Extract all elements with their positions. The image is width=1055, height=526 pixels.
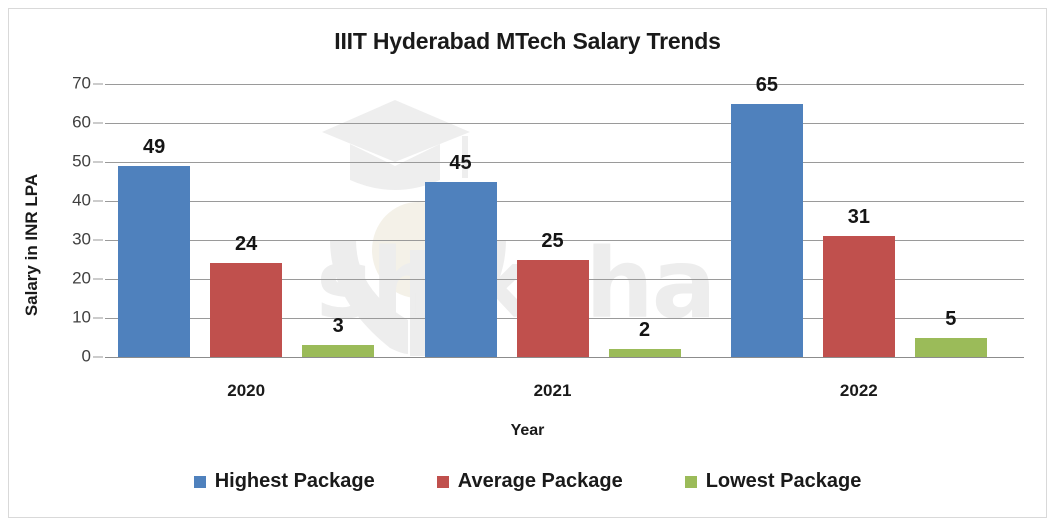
- bar-2020-highest-package: 49: [118, 136, 191, 357]
- image-border: [8, 8, 1047, 518]
- y-axis-tick-mark: [93, 356, 103, 358]
- bar-value-label: 25: [541, 229, 564, 252]
- bar-value-label: 31: [847, 206, 870, 229]
- y-axis-tick-label: 70: [72, 73, 91, 93]
- gridline: [105, 123, 1024, 124]
- bar-2022-average-package: 31: [822, 206, 895, 357]
- y-axis-tick-mark: [93, 161, 103, 163]
- gridline: [105, 84, 1024, 85]
- y-axis-tick-mark: [93, 239, 103, 241]
- y-axis-tick-mark: [93, 83, 103, 85]
- bar-2020-lowest-package: 3: [302, 315, 375, 357]
- legend-label: Average Package: [457, 470, 623, 492]
- y-axis-tick-mark: [93, 200, 103, 202]
- y-axis-title: Salary in INR LPA: [22, 173, 41, 317]
- legend-swatch-icon: [193, 475, 206, 488]
- legend-item-average-package[interactable]: Average Package: [436, 470, 623, 493]
- y-axis-tick-label: 30: [72, 229, 91, 249]
- x-axis-tick-label-2021: 2021: [533, 381, 572, 400]
- chart-title: IIIT Hyderabad MTech Salary Trends: [334, 28, 721, 54]
- y-axis-tick-label: 10: [72, 307, 91, 327]
- bar-2021-lowest-package: 2: [608, 319, 681, 357]
- legend-swatch-icon: [436, 475, 449, 488]
- bar-value-label: 49: [143, 135, 166, 158]
- y-axis-tick-label: 40: [72, 190, 91, 210]
- bar-value-label: 45: [449, 151, 472, 174]
- gridline: [105, 357, 1024, 358]
- legend-label: Highest Package: [214, 470, 375, 492]
- legend-item-lowest-package[interactable]: Lowest Package: [684, 470, 862, 493]
- legend-swatch-icon: [684, 475, 697, 488]
- y-axis-tick-label: 50: [72, 151, 91, 171]
- legend-item-highest-package[interactable]: Highest Package: [193, 470, 375, 493]
- y-axis-tick-label: 0: [81, 346, 91, 366]
- x-axis-tick-label-2022: 2022: [839, 381, 878, 400]
- bar-2022-highest-package: 65: [730, 74, 803, 357]
- bar-2021-average-package: 25: [516, 230, 589, 357]
- y-axis-tick-mark: [93, 317, 103, 319]
- y-axis-tick-label: 20: [72, 268, 91, 288]
- bar-value-label: 65: [755, 73, 778, 96]
- legend-label: Lowest Package: [705, 470, 862, 492]
- gridline: [105, 240, 1024, 241]
- bar-value-label: 3: [332, 315, 344, 338]
- bar-value-label: 2: [638, 319, 651, 342]
- x-axis-title: Year: [510, 422, 545, 439]
- plot-area: 70 60 50 40 30 20 10 0 49 24 3 45 25 2 65 31 5: [72, 74, 1024, 366]
- bar-2020-average-package: 24: [210, 233, 283, 357]
- y-axis-tick-mark: [93, 278, 103, 280]
- chart-legend: Highest Package Average Package Lowest Pac…: [0, 470, 1055, 493]
- x-axis-tick-label-2020: 2020: [227, 381, 266, 400]
- y-axis-tick-mark: [93, 122, 103, 124]
- bar-2022-lowest-package: 5: [914, 308, 987, 357]
- gridline: [105, 162, 1024, 163]
- bar-value-label: 5: [945, 307, 957, 330]
- bar-2021-highest-package: 45: [424, 152, 497, 357]
- y-axis-tick-label: 60: [72, 112, 91, 132]
- gridline: [105, 201, 1024, 202]
- bar-value-label: 24: [235, 233, 258, 256]
